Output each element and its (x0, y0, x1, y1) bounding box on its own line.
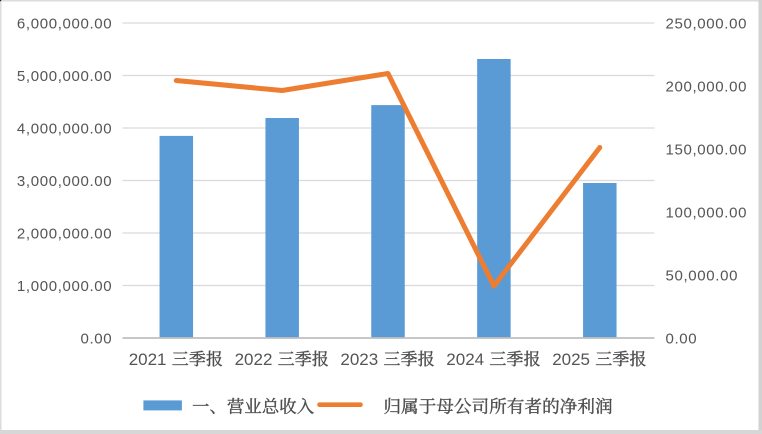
svg-text:2022: 2022 (235, 350, 273, 369)
svg-text:200,000.00: 200,000.00 (666, 78, 748, 95)
svg-text:4,000,000.00: 4,000,000.00 (17, 120, 112, 137)
svg-text:6,000,000.00: 6,000,000.00 (17, 15, 112, 32)
svg-text:50,000.00: 50,000.00 (666, 267, 739, 284)
svg-text:0.00: 0.00 (666, 330, 698, 347)
svg-text:5,000,000.00: 5,000,000.00 (17, 68, 112, 85)
svg-text:2021: 2021 (129, 350, 167, 369)
svg-text:2023: 2023 (340, 350, 378, 369)
svg-text:2024: 2024 (446, 350, 484, 369)
svg-text:100,000.00: 100,000.00 (666, 204, 748, 221)
svg-text:0.00: 0.00 (81, 330, 113, 347)
svg-text:1,000,000.00: 1,000,000.00 (17, 278, 112, 295)
svg-text:250,000.00: 250,000.00 (666, 15, 748, 32)
svg-text:150,000.00: 150,000.00 (666, 141, 748, 158)
svg-text:2025: 2025 (552, 350, 590, 369)
svg-text:2,000,000.00: 2,000,000.00 (17, 225, 112, 242)
svg-text:3,000,000.00: 3,000,000.00 (17, 173, 112, 190)
